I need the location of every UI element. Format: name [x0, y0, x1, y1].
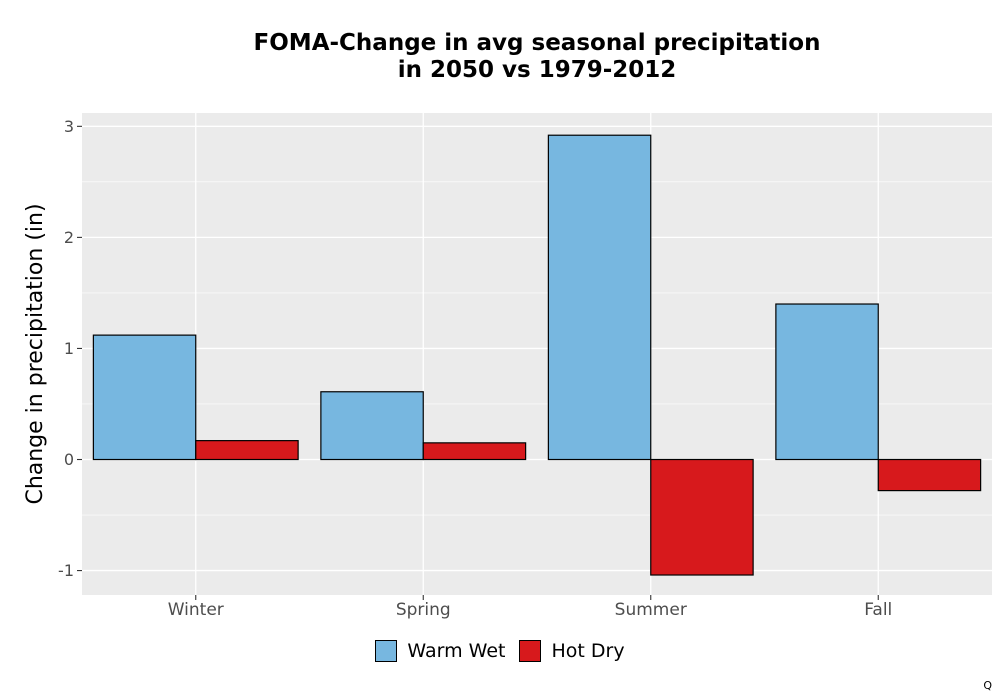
y-tick-label: 0: [64, 450, 74, 469]
chart-title: FOMA-Change in avg seasonal precipitatio…: [82, 30, 992, 84]
x-tick-label: Summer: [615, 600, 687, 620]
x-tick-label: Spring: [396, 600, 451, 620]
legend-swatch-warm-wet: [375, 640, 398, 662]
bar-hot-dry-fall: [877, 458, 982, 492]
legend-label-hot-dry: Hot Dry: [551, 640, 625, 662]
x-tick-label: Fall: [864, 600, 892, 620]
legend: Warm Wet Hot Dry: [0, 640, 1000, 662]
legend-label-warm-wet: Warm Wet: [407, 640, 506, 662]
x-tick-label: Winter: [168, 600, 224, 620]
corner-mark: Q: [983, 679, 992, 692]
y-tick-label: 2: [64, 228, 74, 247]
legend-swatch-hot-dry: [519, 640, 542, 662]
bar-warm-wet-spring: [320, 391, 424, 461]
bar-warm-wet-winter: [92, 334, 197, 461]
bar-warm-wet-summer: [547, 134, 652, 461]
chart-title-line-1: FOMA-Change in avg seasonal precipitatio…: [253, 30, 821, 56]
bar-hot-dry-winter: [195, 440, 299, 461]
chart-title-line-2: in 2050 vs 1979-2012: [397, 57, 677, 83]
y-tick-label: 1: [64, 339, 74, 358]
y-tick-label: 3: [64, 117, 74, 136]
y-tick-label: -1: [58, 561, 74, 580]
bar-hot-dry-summer: [650, 458, 754, 576]
legend-item-hot-dry: Hot Dry: [519, 640, 625, 662]
legend-item-warm-wet: Warm Wet: [375, 640, 505, 662]
y-axis-title: Change in precipitation (in): [23, 203, 48, 504]
bar-hot-dry-spring: [422, 442, 527, 461]
bar-warm-wet-fall: [775, 303, 879, 461]
